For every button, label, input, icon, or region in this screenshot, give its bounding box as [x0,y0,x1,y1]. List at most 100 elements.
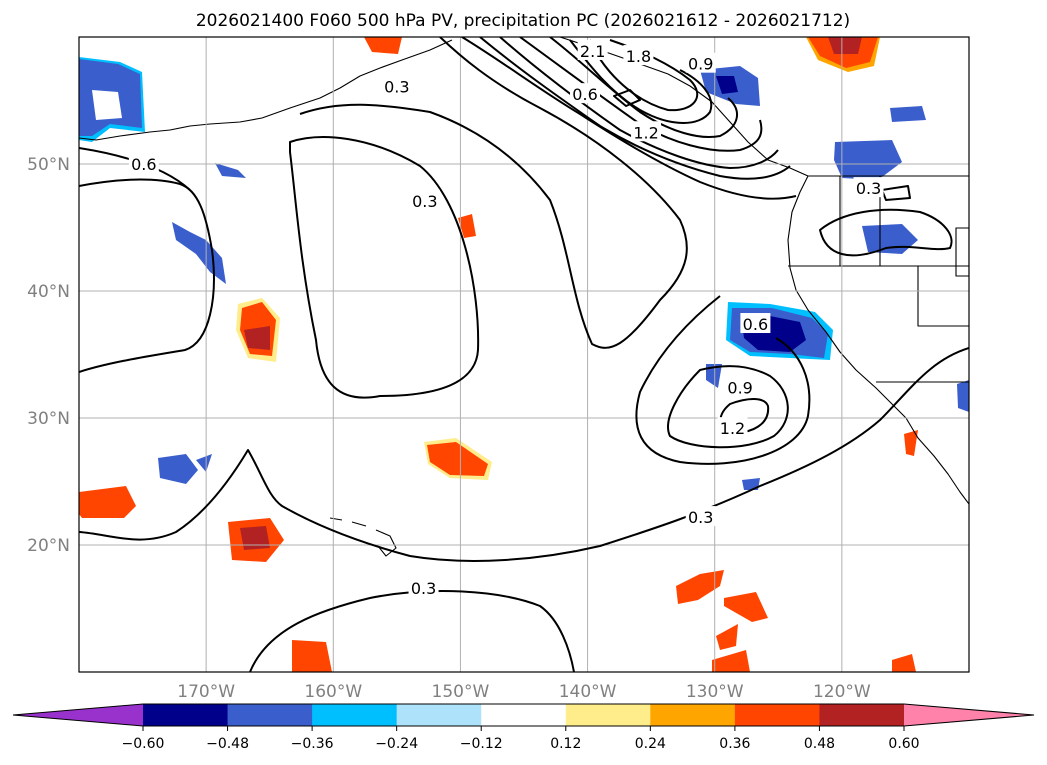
colorbar-segment [734,704,820,726]
pv-contour-1.2 [499,37,779,169]
pv-contour-0.6 [635,295,811,465]
x-axis-ticks: 170°W 160°W 150°W 140°W 130°W 120°W [177,682,871,702]
pv-contour-1.8 [549,37,738,138]
contour-label: 0.9 [727,379,752,398]
colorbar-tick-label: 0.60 [888,736,919,752]
colorbar-tick-label: −0.36 [291,736,334,752]
colorbar-segment [396,704,482,726]
contour-label-bg [717,417,748,438]
x-tick-label: 150°W [432,682,490,702]
y-tick-label: 20°N [27,536,70,556]
x-tick-label: 170°W [177,682,235,702]
contour-label: 1.2 [720,419,745,438]
precip-blob [196,454,212,472]
x-tick-label: 130°W [686,682,744,702]
gridlines [79,37,969,672]
contour-label: 1.8 [626,47,651,66]
precip-blob [904,430,918,456]
colorbar-tick-label: −0.60 [122,736,165,752]
colorbar-segment [143,704,229,726]
precip-blob [716,76,738,94]
contour-label-bg [631,121,662,142]
contour-label-bg [128,153,159,173]
precip-blob [862,224,918,254]
colorbar-tick-label: −0.12 [460,736,503,752]
contour-label: 0.3 [688,508,713,527]
precip-blob [427,442,488,476]
pv-contour-0.6 [461,37,797,200]
colorbar-tick-label: 0.12 [550,736,581,752]
pv-contour-0.9 [479,37,791,180]
precip-blob [828,37,862,54]
precip-blob [292,640,332,672]
colorbar-tick-label: −0.24 [375,736,418,752]
contour-label: 0.6 [743,315,768,334]
precip-blob [957,380,969,412]
pv-contour-0.3 [79,178,215,373]
pv-contour-0.9 [667,365,789,449]
colorbar-extend-high [904,704,1034,726]
colorbar-tick-label: −0.48 [206,736,249,752]
contour-label-bg [853,177,884,198]
pv-contours [79,37,969,672]
pv-contour-2.4 [589,39,699,112]
precip-blob [834,140,902,180]
contour-label: 0.3 [412,192,437,211]
precip-blob [724,592,768,622]
colorbar-segment [565,704,651,726]
pv-contour-0.3 [289,136,480,399]
colorbar-extend-low [13,704,143,726]
colorbar: −0.60 −0.48 −0.36 −0.24 −0.12 0.12 0.24 0.36 0.4… [12,703,1035,752]
contour-label-bg [685,506,716,527]
colorbar-segment [650,704,736,726]
pv-contour-0.3 [819,208,953,257]
x-tick-label: 120°W [813,682,871,702]
contour-label: 0.3 [856,179,881,198]
precip-blob [158,454,198,484]
colorbar-tick-label: 0.48 [804,736,835,752]
precip-blob [706,364,722,388]
precip-blob [215,163,246,178]
precip-blob [892,654,916,672]
precip-blob [244,326,270,350]
contour-labels: 2.1 1.8 0.9 0.6 1.2 0.3 0.6 0.3 0.3 0.6 0.9 1.2 0.3 0… [128,39,884,598]
precip-blob [240,526,270,550]
pv-contour-0.3 [299,37,688,349]
colorbar-tick-label: 0.24 [635,736,666,752]
chart-title: 2026021400 F060 500 hPa PV, precipitatio… [196,11,850,31]
pv-contour-0.3 [79,347,969,562]
precip-blob [458,214,476,238]
contour-label: 0.6 [131,155,156,174]
pv-contour-2.7 [613,89,641,107]
contour-label: 0.6 [572,85,597,104]
contour-label-bg [623,45,654,66]
y-tick-label: 30°N [27,409,70,429]
colorbar-tick-label: 0.36 [719,736,750,752]
contour-label-bg [740,313,771,334]
contour-label-bg [409,189,440,210]
x-tick-label: 140°W [559,682,617,702]
contour-label: 2.1 [580,42,605,61]
colorbar-segment [481,704,567,726]
precip-blob [890,106,926,122]
coastlines [79,37,969,595]
x-tick-label: 160°W [304,682,362,702]
pv-contour-1.5 [519,37,763,152]
contour-label: 0.3 [384,78,409,97]
y-axis-ticks: 20°N 30°N 40°N 50°N [27,155,70,556]
colorbar-segment [819,704,905,726]
y-tick-label: 40°N [27,282,70,302]
precip-blob [92,90,122,120]
precip-blob [364,37,402,54]
precip-shading [79,37,969,672]
contour-label-bg [408,577,439,598]
contour-label: 0.3 [411,579,436,598]
contour-label-bg [381,75,412,96]
pv-contour-0.3 [881,185,911,201]
map-frame [78,36,970,673]
pv-contour-2.1 [569,39,713,124]
precip-blob [712,650,750,672]
colorbar-segment [227,704,313,726]
colorbar-segment [312,704,398,726]
